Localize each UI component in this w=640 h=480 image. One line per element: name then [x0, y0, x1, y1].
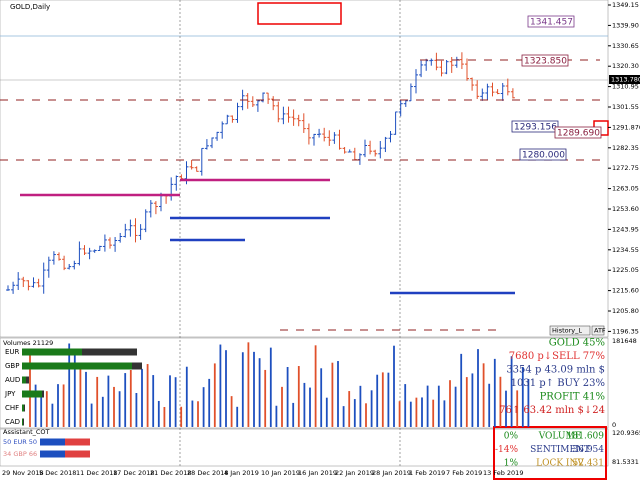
- date-label: 7 Feb 2019: [446, 469, 482, 477]
- currency-label: CAD: [5, 418, 20, 426]
- cot-cell: SENTIMENT: [530, 445, 590, 455]
- currency-bar: [82, 348, 137, 356]
- price-tag: 1323.850: [524, 57, 567, 67]
- price-tag-box: [527, 15, 575, 28]
- button[interactable]: [591, 325, 605, 336]
- date-label: 17 Dec 2018: [113, 469, 155, 477]
- price-tag: 1280.000: [522, 151, 565, 161]
- date-label: 1 Feb 2019: [409, 469, 445, 477]
- currency-label: GBP: [5, 362, 19, 370]
- date-label: 4 Jan 2019: [224, 469, 259, 477]
- price-axis-label: 1310.95: [612, 83, 639, 91]
- date-label: 22 Jan 2019: [335, 469, 374, 477]
- date-label: 29 Nov 2018: [2, 469, 44, 477]
- price-axis-label: 1349.15: [612, 1, 639, 9]
- cot-cell: LOCK INV: [536, 459, 584, 469]
- price-axis-label: 1272.75: [612, 164, 639, 172]
- cot-row: 34 GBP 66: [3, 450, 37, 458]
- price-tag: 1341.457: [530, 18, 573, 28]
- volume-axis-label: 0: [612, 421, 616, 429]
- cot-row: 50 EUR 50: [3, 438, 37, 446]
- currency-label: JPY: [4, 390, 16, 398]
- date-label: 16 Jan 2019: [298, 469, 337, 477]
- price-axis-label: 1339.90: [612, 21, 639, 29]
- panel-title: Volumes 21129: [3, 339, 53, 347]
- price-axis-label: 1243.95: [612, 225, 639, 233]
- price-axis-label: 1291.870: [612, 123, 640, 131]
- date-label: 28 Jan 2019: [372, 469, 411, 477]
- date-label: 5 Dec 2018: [39, 469, 76, 477]
- main-panel: [0, 0, 609, 338]
- volume-info: 76↑ 63.42 mln $↓24: [499, 405, 605, 416]
- currency-label: CHF: [5, 404, 19, 412]
- button-label[interactable]: ATF: [594, 327, 606, 335]
- cot-cell: -14%: [495, 445, 518, 455]
- currency-bar: [22, 390, 42, 398]
- current-price: 1313.780: [611, 76, 640, 84]
- currency-bar: [26, 376, 29, 384]
- volume-info: PROFIT 41%: [540, 392, 605, 403]
- currency-bar: [42, 390, 44, 398]
- button-label[interactable]: History_L: [552, 327, 582, 335]
- currency-label: EUR: [5, 348, 20, 356]
- chart-title: GOLD,Daily: [10, 3, 50, 11]
- price-tag: 1293.156: [514, 123, 557, 133]
- price-axis-label: 1234.55: [612, 246, 639, 254]
- date-label: 11 Dec 2018: [76, 469, 118, 477]
- date-label: 28 Dec 2018: [187, 469, 229, 477]
- currency-bar: [22, 348, 82, 356]
- price-axis-label: 1225.05: [612, 266, 639, 274]
- currency-bar: [22, 418, 23, 426]
- currency-bar: [22, 376, 26, 384]
- date-label: 21 Dec 2018: [150, 469, 192, 477]
- cot-cell: VOLUME: [538, 432, 582, 442]
- date-label: 13 Feb 2019: [483, 469, 523, 477]
- currency-bar: [23, 418, 24, 426]
- cot-cell: 36.954: [573, 445, 605, 455]
- cot-axis-label: 120.9365: [612, 429, 640, 437]
- panel-title: Assistant_COT: [3, 428, 50, 436]
- volume-info: 3354 p 43.09 mln $: [506, 365, 605, 376]
- price-tag: 1289.690: [557, 129, 600, 139]
- currency-bar: [132, 362, 142, 370]
- highlight-box: [493, 426, 607, 480]
- price-tag-box: [519, 148, 567, 161]
- cot-bar: [40, 450, 65, 458]
- date-label: 10 Jan 2019: [261, 469, 300, 477]
- cot-axis-label: 81.5331: [612, 458, 639, 466]
- price-tag-box: [511, 120, 559, 133]
- cot-cell: 52.431: [573, 459, 605, 469]
- price-axis-label: 1320.30: [612, 62, 639, 70]
- cot-bar: [65, 450, 90, 458]
- price-axis-label: 1215.60: [612, 287, 639, 295]
- price-axis-label: 1263.05: [612, 185, 639, 193]
- cot-panel: [0, 428, 609, 467]
- cot-cell: 181.609: [567, 432, 604, 442]
- price-axis-label: 1253.60: [612, 205, 639, 213]
- volume-info: 7680 p↓SELL 77%: [509, 351, 605, 362]
- currency-bar: [22, 404, 24, 412]
- currency-bar: [24, 404, 25, 412]
- highlight-box: [257, 2, 342, 25]
- price-axis-label: 1196.35: [612, 327, 639, 335]
- price-tag-box: [554, 126, 602, 139]
- current-price-box: [609, 75, 640, 84]
- currency-bar: [22, 362, 132, 370]
- price-axis-label: 1205.80: [612, 307, 639, 315]
- price-axis-label: 1282.35: [612, 144, 639, 152]
- cot-cell: 1%: [504, 459, 519, 469]
- volume-info: 1031 p↑ BUY 23%: [511, 378, 605, 389]
- price-axis-label: 1330.65: [612, 42, 639, 50]
- cot-cell: 0%: [504, 432, 519, 442]
- cot-bar: [65, 438, 90, 446]
- currency-label: AUD: [5, 376, 20, 384]
- cot-bar: [40, 438, 65, 446]
- price-axis-label: 1301.55: [612, 103, 639, 111]
- price-tag-box: [521, 54, 569, 67]
- volume-info: GOLD 45%: [549, 338, 605, 349]
- button[interactable]: [549, 325, 591, 336]
- volume-axis-label: 181648: [612, 337, 637, 345]
